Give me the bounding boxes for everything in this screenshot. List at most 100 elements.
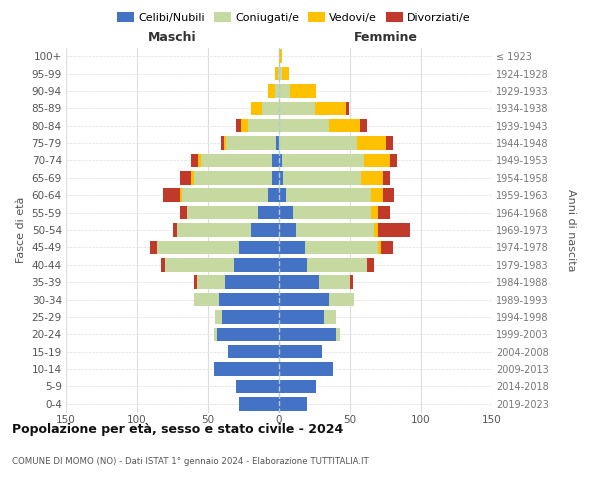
Bar <box>329 119 360 132</box>
Bar <box>177 223 251 237</box>
Bar <box>279 136 357 150</box>
Bar <box>283 171 361 184</box>
Bar <box>182 188 268 202</box>
Bar <box>325 310 336 324</box>
Bar <box>215 310 222 324</box>
Bar <box>179 188 182 202</box>
Bar <box>390 154 397 168</box>
Bar <box>236 380 279 393</box>
Bar <box>272 154 279 168</box>
Bar <box>276 136 279 150</box>
Text: COMUNE DI MOMO (NO) - Dati ISTAT 1° gennaio 2024 - Elaborazione TUTTITALIA.IT: COMUNE DI MOMO (NO) - Dati ISTAT 1° genn… <box>12 458 369 466</box>
Bar <box>371 188 383 202</box>
Bar <box>173 223 177 237</box>
Bar <box>379 223 410 237</box>
Bar <box>381 240 392 254</box>
Bar <box>383 171 390 184</box>
Bar <box>319 276 350 289</box>
Bar <box>179 171 191 184</box>
Bar <box>221 136 224 150</box>
Bar <box>191 171 194 184</box>
Y-axis label: Fasce di età: Fasce di età <box>16 197 26 263</box>
Bar <box>379 240 381 254</box>
Bar <box>357 136 386 150</box>
Bar <box>282 154 364 168</box>
Y-axis label: Anni di nascita: Anni di nascita <box>566 188 576 271</box>
Bar <box>374 223 379 237</box>
Bar <box>150 240 157 254</box>
Bar <box>371 206 379 220</box>
Bar <box>251 102 262 115</box>
Text: Maschi: Maschi <box>148 31 197 44</box>
Bar <box>278 67 279 80</box>
Bar <box>201 154 272 168</box>
Bar <box>220 292 279 306</box>
Bar <box>360 119 367 132</box>
Bar <box>279 206 293 220</box>
Bar <box>279 276 319 289</box>
Bar <box>214 362 279 376</box>
Bar <box>224 136 226 150</box>
Bar <box>279 84 290 98</box>
Bar <box>217 328 279 341</box>
Bar <box>258 206 279 220</box>
Bar <box>383 188 394 202</box>
Bar <box>279 154 282 168</box>
Text: Femmine: Femmine <box>353 31 418 44</box>
Bar <box>239 397 279 410</box>
Bar <box>157 240 239 254</box>
Bar <box>163 188 179 202</box>
Bar <box>279 119 329 132</box>
Bar <box>279 328 336 341</box>
Bar <box>296 223 374 237</box>
Bar <box>197 276 225 289</box>
Bar <box>350 276 353 289</box>
Bar <box>262 102 279 115</box>
Bar <box>279 50 282 63</box>
Bar <box>239 240 279 254</box>
Bar <box>272 171 279 184</box>
Bar <box>279 362 333 376</box>
Bar <box>279 310 325 324</box>
Bar <box>367 258 374 272</box>
Bar <box>305 240 379 254</box>
Bar <box>279 240 305 254</box>
Bar <box>268 188 279 202</box>
Bar <box>179 206 187 220</box>
Bar <box>233 258 279 272</box>
Bar <box>361 171 383 184</box>
Text: Popolazione per età, sesso e stato civile - 2024: Popolazione per età, sesso e stato civil… <box>12 422 343 436</box>
Bar <box>161 258 166 272</box>
Legend: Celibi/Nubili, Coniugati/e, Vedovi/e, Divorziati/e: Celibi/Nubili, Coniugati/e, Vedovi/e, Di… <box>113 8 475 28</box>
Bar <box>279 171 283 184</box>
Bar <box>222 310 279 324</box>
Bar <box>279 380 316 393</box>
Bar <box>379 206 390 220</box>
Bar <box>336 328 340 341</box>
Bar <box>279 102 314 115</box>
Bar <box>268 84 275 98</box>
Bar <box>194 171 272 184</box>
Bar <box>314 102 346 115</box>
Bar <box>225 276 279 289</box>
Bar <box>279 292 329 306</box>
Bar <box>275 84 279 98</box>
Bar <box>290 84 316 98</box>
Bar <box>236 119 241 132</box>
Bar <box>251 223 279 237</box>
Bar <box>286 188 371 202</box>
Bar <box>194 276 197 289</box>
Bar <box>293 206 371 220</box>
Bar <box>191 154 198 168</box>
Bar <box>187 206 258 220</box>
Bar <box>226 136 276 150</box>
Bar <box>198 154 201 168</box>
Bar <box>275 67 278 80</box>
Bar <box>282 67 289 80</box>
Bar <box>279 188 286 202</box>
Bar <box>214 328 217 341</box>
Bar <box>166 258 233 272</box>
Bar <box>346 102 349 115</box>
Bar <box>279 397 307 410</box>
Bar <box>279 258 307 272</box>
